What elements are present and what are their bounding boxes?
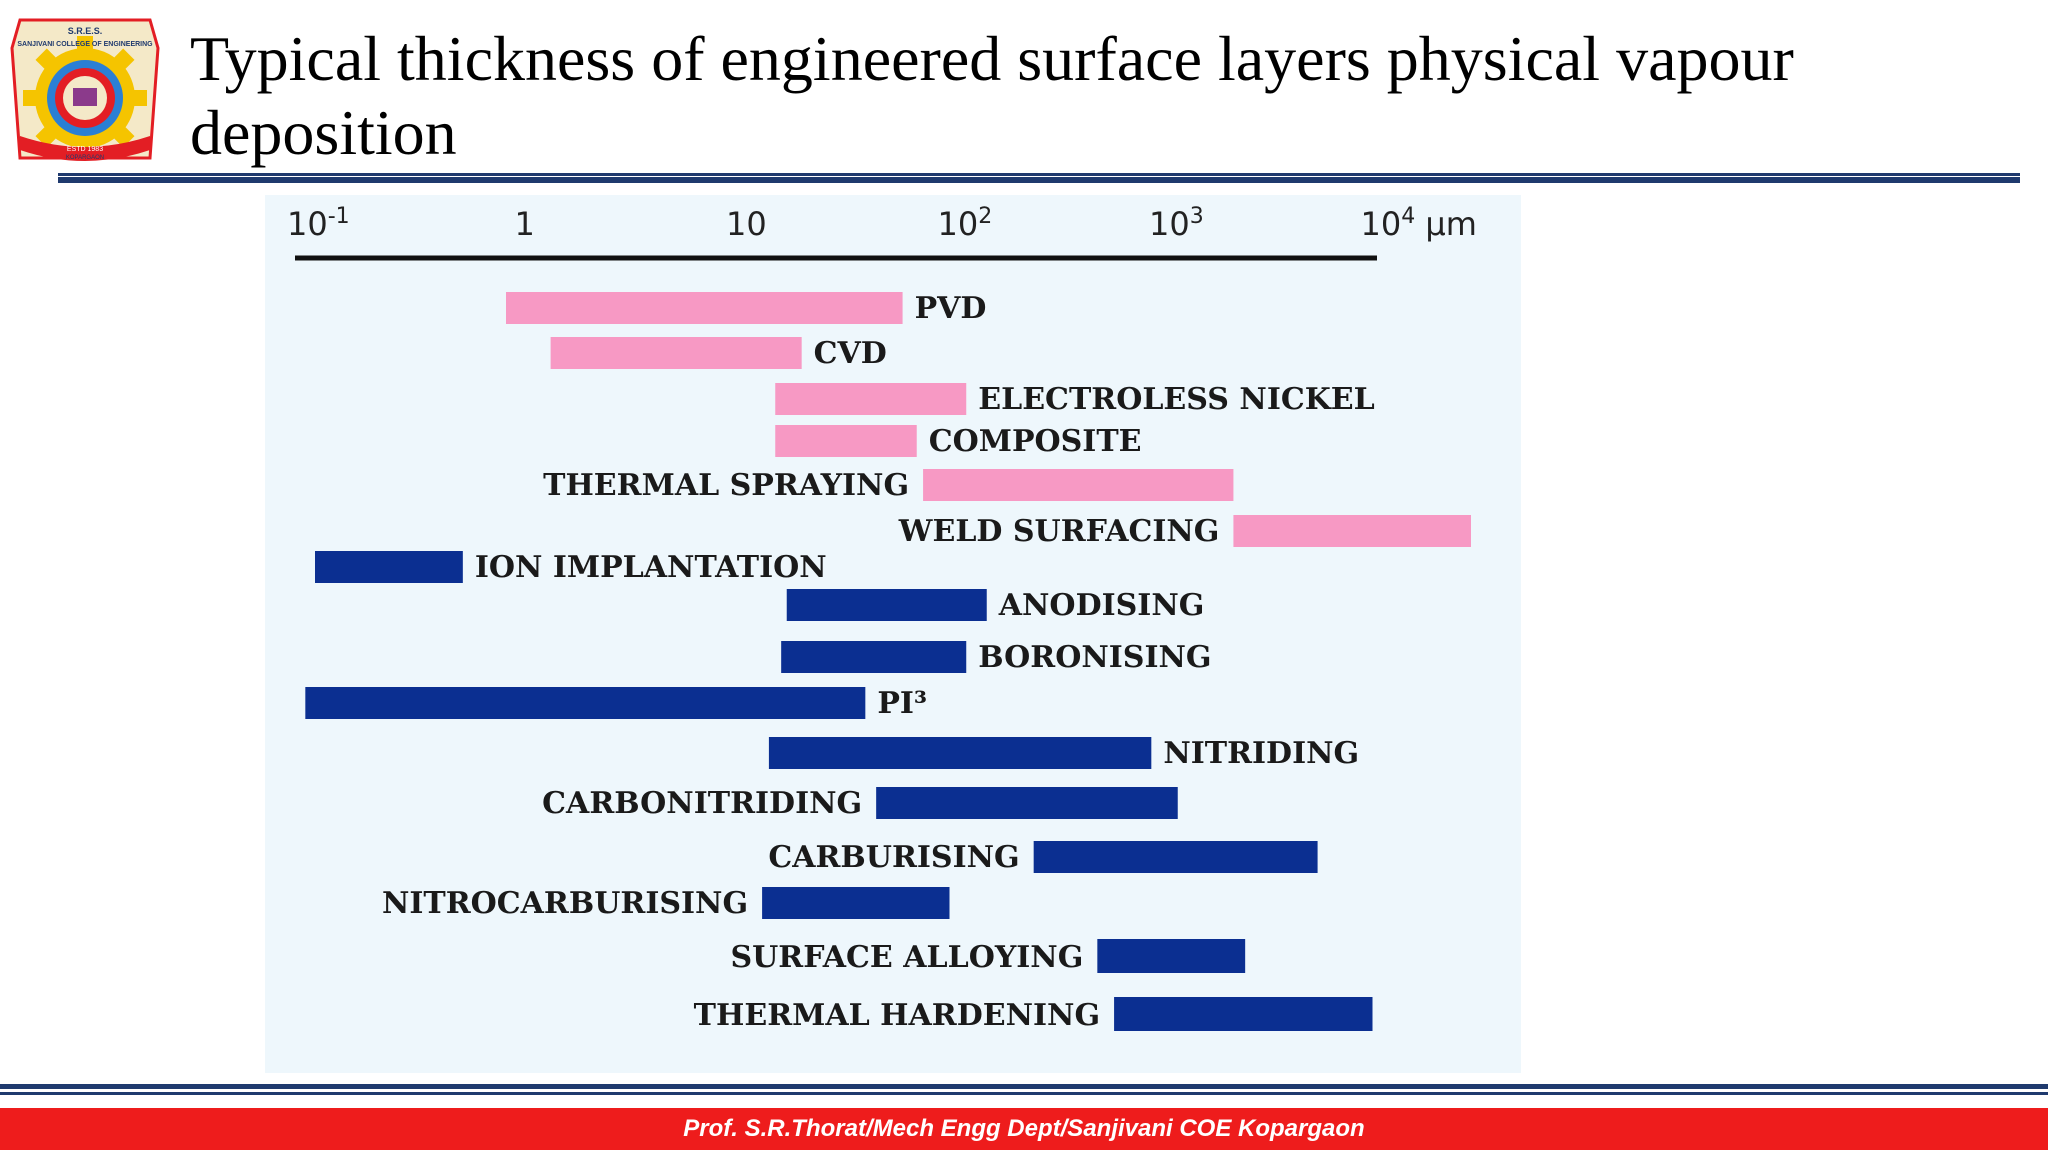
- footer-divider-thin: [0, 1092, 2048, 1095]
- range-bar: [876, 787, 1178, 819]
- range-bar: [786, 589, 987, 621]
- bar-label: COMPOSITE: [929, 424, 1142, 459]
- chart: 10-1 1 10 102 103 104 µm PVD CVD ELECTROLESS NI…: [287, 204, 1477, 1033]
- range-bar: [923, 469, 1234, 501]
- title-divider-thin: [58, 173, 2020, 176]
- bar-label: ANODISING: [998, 588, 1205, 623]
- bar-label: BORONISING: [978, 640, 1211, 675]
- chart-panel: 10-1 1 10 102 103 104 µm PVD CVD ELECTROLESS NI…: [265, 195, 1521, 1073]
- college-logo: S.R.E.S. SANJIVANI COLLEGE OF ENGINEERIN…: [0, 8, 170, 168]
- tick-label: 103: [1149, 204, 1204, 243]
- slide-title: Typical thickness of engineered surface …: [190, 23, 1794, 168]
- bar-label: NITROCARBURISING: [382, 886, 748, 921]
- bar-label: CVD: [814, 336, 887, 371]
- bar-label: CARBONITRIDING: [542, 786, 862, 821]
- axis-ticks: 10-1 1 10 102 103 104 µm: [287, 204, 1477, 243]
- bar-label: ELECTROLESS NICKEL: [978, 382, 1375, 417]
- range-bar: [506, 292, 903, 324]
- tick-label: 10-1: [287, 204, 350, 243]
- title-divider-thick: [58, 177, 2020, 183]
- range-bar: [1097, 939, 1246, 973]
- range-bar: [550, 337, 802, 369]
- bar-label: WELD SURFACING: [898, 514, 1220, 549]
- range-bar: [305, 687, 866, 719]
- logo-place: KOPARGAON: [66, 155, 104, 161]
- bar-label: PVD: [915, 291, 987, 326]
- logo-est: ESTD 1983: [67, 146, 103, 153]
- tick-label: 1: [515, 205, 535, 243]
- footer-text: Prof. S.R.Thorat/Mech Engg Dept/Sanjivan…: [683, 1115, 1365, 1142]
- tick-label: 10: [726, 205, 767, 243]
- range-bar: [781, 641, 967, 673]
- footer-bar: Prof. S.R.Thorat/Mech Engg Dept/Sanjivan…: [0, 1108, 2048, 1150]
- range-bar: [775, 383, 967, 415]
- bar-label: THERMAL HARDENING: [694, 998, 1100, 1033]
- range-bar: [1114, 997, 1373, 1031]
- tick-label: 104 µm: [1361, 204, 1477, 243]
- range-bar: [1033, 841, 1318, 873]
- range-bar: [768, 737, 1152, 769]
- bar-label: PI³: [877, 686, 927, 721]
- range-bar: [775, 425, 917, 457]
- bar-label: SURFACE ALLOYING: [730, 940, 1083, 975]
- chart-bars: PVD CVD ELECTROLESS NICKEL COMPOSITE THERMAL…: [305, 291, 1471, 1033]
- tick-label: 102: [938, 204, 993, 243]
- footer-divider-thick: [0, 1084, 2048, 1089]
- range-bar: [762, 887, 950, 919]
- logo-top-text: S.R.E.S.: [68, 26, 103, 36]
- bar-label: CARBURISING: [768, 840, 1019, 875]
- range-bar: [315, 551, 463, 583]
- bar-label: NITRIDING: [1163, 736, 1359, 771]
- range-bar: [1233, 515, 1471, 547]
- bar-label: ION IMPLANTATION: [475, 550, 827, 585]
- bar-label: THERMAL SPRAYING: [543, 468, 909, 503]
- logo-college-name: SANJIVANI COLLEGE OF ENGINEERING: [17, 41, 153, 48]
